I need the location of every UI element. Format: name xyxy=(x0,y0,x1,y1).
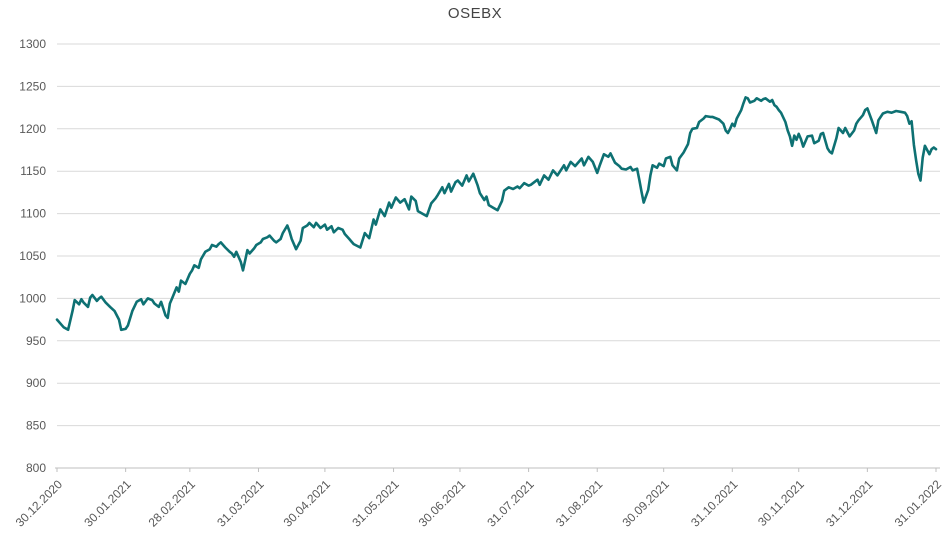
y-axis-label: 800 xyxy=(26,461,46,475)
x-axis-label: 31.07.2021 xyxy=(484,477,537,530)
x-axis-label: 31.01.2022 xyxy=(892,477,945,530)
chart-title: OSEBX xyxy=(447,5,503,22)
x-axis-label: 28.02.2021 xyxy=(146,477,199,530)
y-axis-label: 1100 xyxy=(20,207,46,221)
x-axis-label: 30.04.2021 xyxy=(281,477,334,530)
x-axis-label: 30.09.2021 xyxy=(619,477,672,530)
x-axis-label: 31.12.2021 xyxy=(823,477,876,530)
x-axis-label: 30.12.2020 xyxy=(13,477,66,530)
y-axis-label: 1200 xyxy=(19,122,46,136)
x-axis-label: 31.08.2021 xyxy=(553,477,606,530)
x-axis-label: 30.06.2021 xyxy=(416,477,469,530)
y-axis-label: 1050 xyxy=(19,249,46,263)
y-axis-label: 1000 xyxy=(19,291,46,305)
x-axis-label: 30.11.2021 xyxy=(755,477,807,529)
y-axis-label: 900 xyxy=(26,376,46,390)
x-axis-label: 31.03.2021 xyxy=(214,477,267,530)
y-axis-label: 1150 xyxy=(20,164,46,178)
y-axis-label: 1300 xyxy=(19,37,46,51)
y-axis-label: 850 xyxy=(26,419,46,433)
x-axis-label: 30.01.2021 xyxy=(81,477,134,530)
price-line xyxy=(55,96,938,332)
x-axis-label: 31.05.2021 xyxy=(349,477,402,530)
y-axis-label: 1250 xyxy=(19,79,46,93)
x-axis-label: 31.10.2021 xyxy=(688,477,741,530)
y-axis-label: 950 xyxy=(26,334,46,348)
